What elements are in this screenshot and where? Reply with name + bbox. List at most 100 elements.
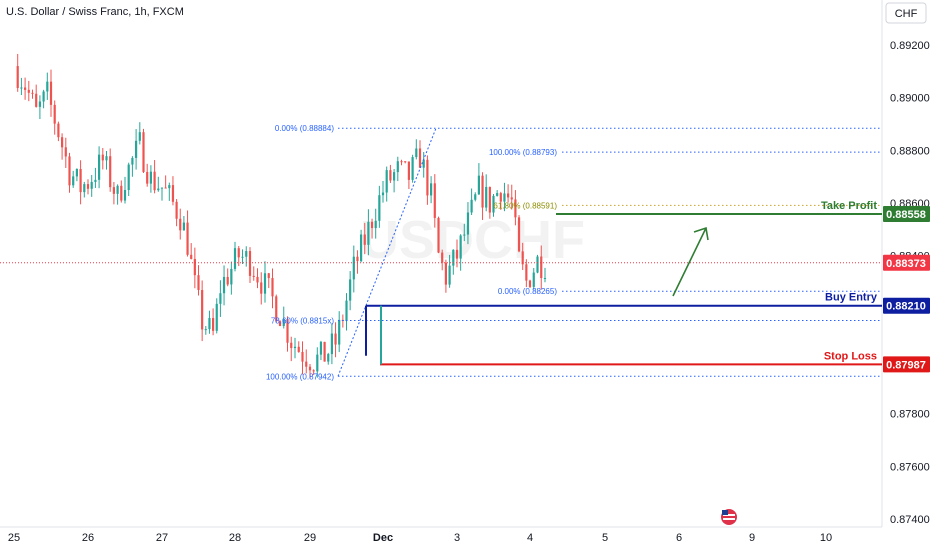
candle-body	[374, 220, 377, 229]
price-tag	[883, 356, 930, 373]
candle-body	[474, 194, 477, 200]
candle-body	[389, 170, 392, 181]
candle-body	[514, 199, 517, 218]
candle-body	[98, 154, 101, 180]
candle-body	[64, 147, 67, 157]
candle-body	[492, 195, 495, 213]
candle-body	[301, 351, 304, 362]
candle-body	[293, 346, 297, 349]
price-tick-label: 0.87400	[890, 514, 930, 526]
candle-body	[241, 256, 244, 258]
candle-body	[131, 157, 134, 165]
candle-body	[470, 199, 473, 213]
candle-body	[330, 333, 333, 355]
candle-body	[252, 275, 255, 277]
candle-body	[363, 234, 366, 245]
candle-body	[433, 183, 436, 218]
candle-body	[72, 176, 75, 186]
time-tick-label: 25	[8, 532, 20, 544]
projection-arrow	[672, 227, 707, 297]
price-tick-label: 0.87600	[890, 461, 930, 473]
candle-body	[415, 148, 418, 158]
candle-body	[27, 89, 30, 93]
candle-body	[396, 161, 399, 173]
candle-body	[481, 175, 484, 208]
candle-body	[323, 341, 326, 362]
price-tag-label: 0.88558	[886, 209, 926, 221]
candles	[16, 53, 547, 379]
time-tick-label: 6	[676, 532, 682, 544]
candle-body	[182, 222, 185, 231]
candle-body	[57, 123, 60, 138]
time-tick-label: 4	[527, 532, 533, 544]
fib-level-label: 61.80% (0.88591)	[493, 201, 557, 210]
candle-body	[503, 193, 506, 202]
candle-body	[109, 156, 112, 188]
candle-body	[127, 164, 130, 191]
time-tick-label: Dec	[373, 532, 393, 544]
current-price-tag	[883, 254, 930, 271]
candle-body	[204, 329, 207, 331]
price-tag-label: 0.87987	[886, 359, 926, 371]
candle-body	[46, 81, 49, 92]
candle-body	[79, 169, 82, 193]
annotations: 0.00% (0.88884) 78.60% (0.8815x) 100.00% (…	[0, 124, 882, 381]
candle-body	[290, 342, 293, 349]
time-tick-label: 29	[304, 532, 316, 544]
candle-body	[164, 187, 167, 189]
candle-body	[297, 346, 300, 352]
candle-body	[271, 278, 274, 297]
fib-level-label: 0.00% (0.88884)	[275, 124, 334, 133]
candle-body	[248, 251, 252, 276]
candle-body	[404, 161, 407, 163]
candle-body	[532, 272, 535, 287]
candle-body	[112, 187, 115, 194]
price-axis[interactable]: 0.892000.890000.888000.886000.884000.882…	[883, 40, 930, 526]
candle-body	[138, 132, 141, 141]
candle-body	[499, 193, 502, 202]
candle-body	[452, 249, 455, 266]
candle-body	[463, 234, 466, 236]
candle-body	[496, 193, 499, 196]
candle-body	[367, 221, 370, 245]
candle-body	[543, 277, 547, 279]
candle-body	[418, 148, 422, 168]
candle-body	[278, 321, 282, 326]
time-axis[interactable]: 25 26 27 28 29 Dec 3 4 5 6 9 10	[8, 532, 832, 544]
candle-body	[171, 185, 175, 202]
candle-body	[528, 280, 532, 287]
trade-level-label: Stop Loss	[824, 350, 877, 362]
fib-level-label: 0.00% (0.88265)	[498, 287, 557, 296]
candle-body	[219, 293, 222, 304]
candle-body	[157, 188, 160, 191]
fib-level-label: 100.00% (0.87942)	[266, 372, 334, 381]
currency-button[interactable]: CHF	[885, 2, 927, 24]
candle-body	[540, 256, 543, 278]
us-flag-icon[interactable]	[721, 509, 737, 525]
candle-body	[444, 262, 447, 285]
candle-body	[485, 186, 488, 208]
candle-body	[53, 104, 56, 124]
candle-body	[488, 186, 491, 213]
candle-body	[517, 217, 521, 252]
candle-body	[260, 282, 263, 294]
candle-body	[327, 354, 330, 362]
candle-body	[441, 252, 444, 263]
candle-body	[142, 132, 145, 172]
candle-body	[455, 249, 459, 259]
candle-body	[407, 161, 410, 180]
candle-body	[68, 156, 71, 186]
candle-body	[193, 258, 196, 276]
candle-body	[179, 218, 182, 231]
candle-body	[385, 170, 388, 193]
candle-body	[334, 333, 337, 345]
price-tag	[883, 206, 930, 223]
candle-body	[38, 101, 41, 107]
candle-body	[105, 156, 108, 161]
candle-body	[370, 221, 374, 229]
candle-body	[24, 87, 27, 90]
candle-body	[349, 279, 352, 301]
price-tag-label: 0.88210	[886, 301, 926, 313]
price-tick-label: 0.87800	[890, 409, 930, 421]
